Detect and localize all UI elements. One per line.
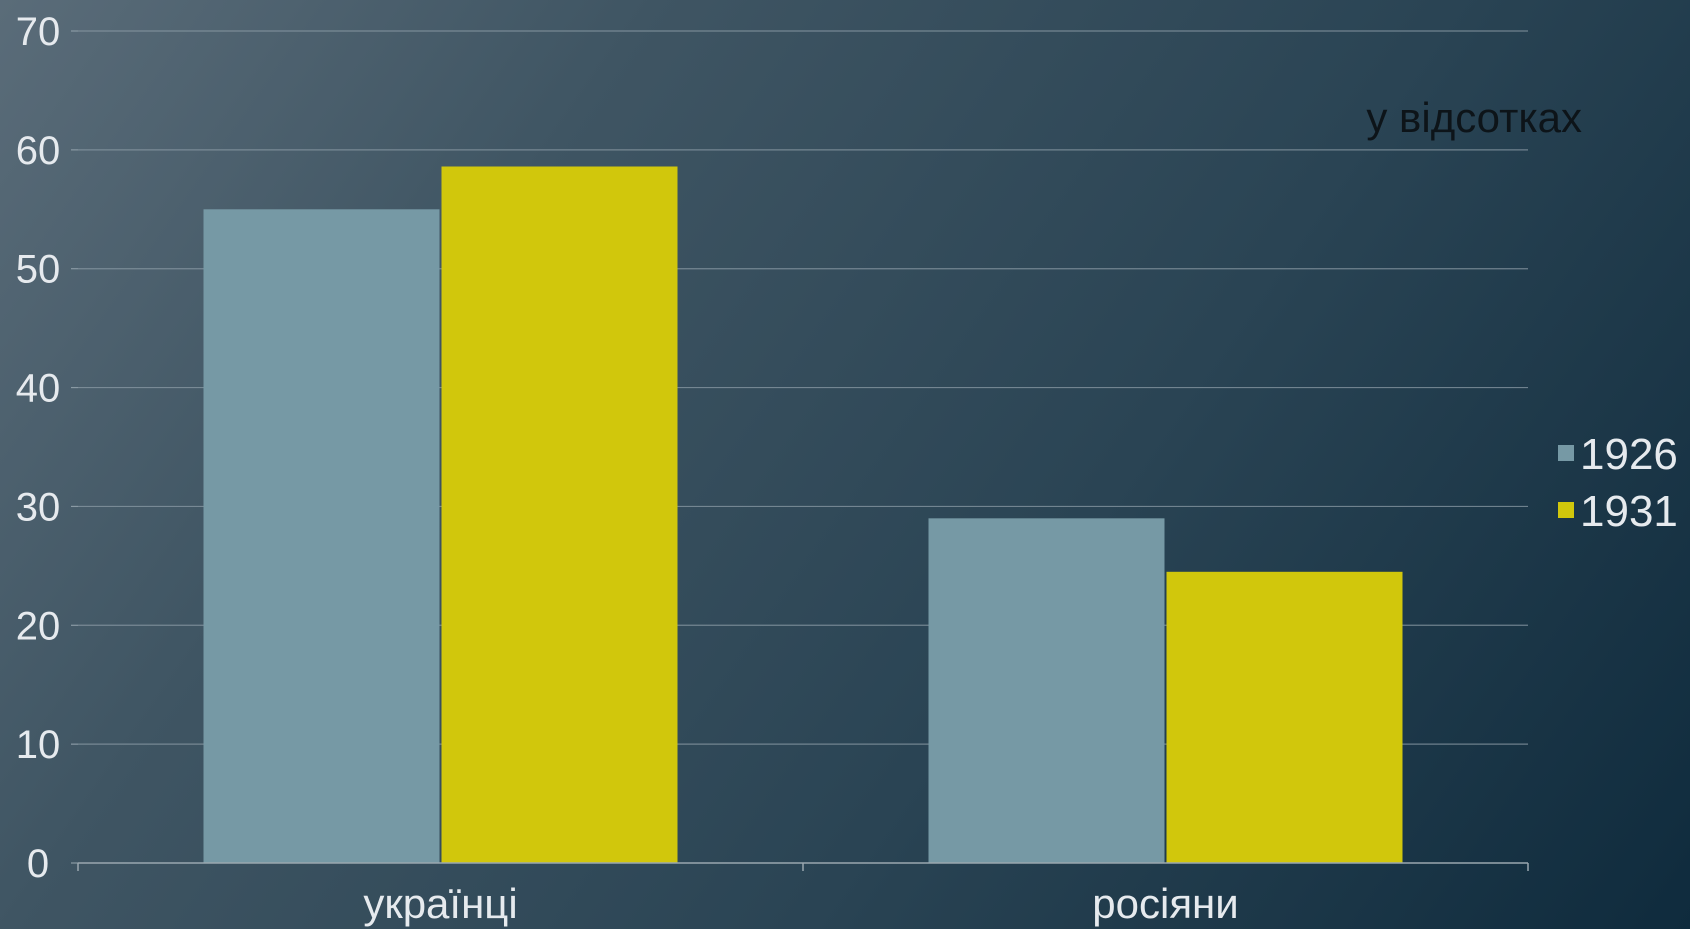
y-tick-label: 40 bbox=[16, 367, 61, 411]
bar-1931-2 bbox=[1166, 571, 1403, 863]
bar-1926-1 bbox=[203, 209, 440, 864]
y-tick-label: 50 bbox=[16, 248, 61, 292]
unit-note: у відсотках bbox=[1366, 94, 1582, 141]
x-axis: українці росіяни bbox=[77, 862, 1529, 927]
x-tick-label: росіяни bbox=[1092, 880, 1238, 927]
legend: 1926 1931 bbox=[1558, 430, 1678, 536]
legend-label: 1931 bbox=[1580, 487, 1678, 536]
bars bbox=[203, 166, 1403, 864]
y-tick-label: 0 bbox=[27, 842, 49, 886]
y-tick-label: 70 bbox=[16, 10, 61, 54]
x-tick-label: українці bbox=[363, 880, 517, 927]
bar-1926-2 bbox=[928, 518, 1165, 863]
y-tick-label: 20 bbox=[16, 604, 61, 648]
y-tick-label: 30 bbox=[16, 485, 61, 529]
y-tick-label: 60 bbox=[16, 129, 61, 173]
legend-swatch-1931 bbox=[1558, 502, 1574, 518]
y-axis-ticks: 0 10 20 30 40 50 60 70 bbox=[16, 10, 78, 886]
legend-label: 1926 bbox=[1580, 430, 1678, 479]
y-tick-label: 10 bbox=[16, 723, 61, 767]
legend-swatch-1926 bbox=[1558, 445, 1574, 461]
bar-1931-1 bbox=[441, 166, 678, 864]
